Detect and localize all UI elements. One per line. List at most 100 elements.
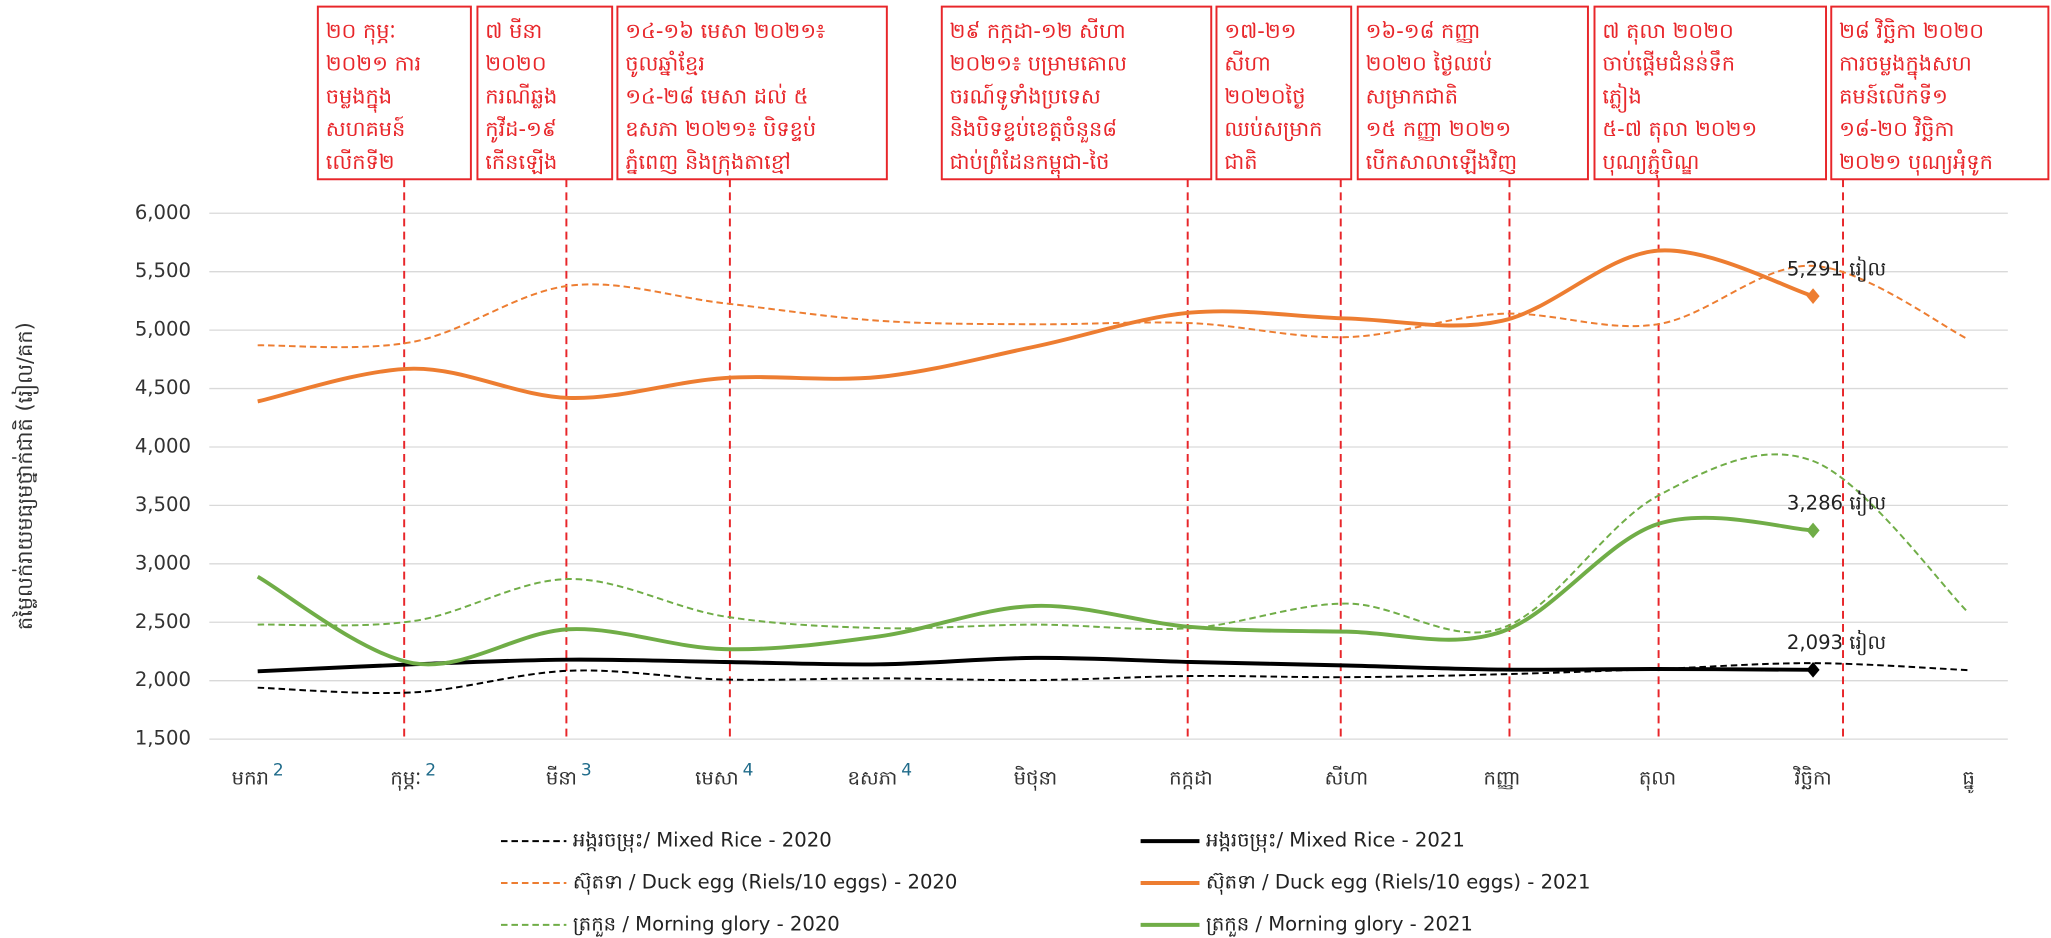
- series-line: [257, 655, 1814, 674]
- annotation-text: ភ្លៀង: [1602, 82, 1641, 113]
- x-tick-label: កុម្ភៈ 2: [390, 761, 436, 791]
- annotation-text: សហគមន៍: [326, 116, 406, 141]
- legend-label: ត្រកួន / Morning glory - 2020: [573, 912, 840, 937]
- y-tick-label: 3,000: [135, 551, 191, 574]
- annotation-text: ១៤-២៨ មេសា ដល់ ៥: [625, 83, 808, 108]
- category-note: 2: [425, 761, 436, 781]
- y-axis-label: តម្លៃលក់រាយមធ្យមថ្នាក់ជាតិ (រៀល/គក): [11, 322, 39, 630]
- annotation-text: និងបិទខ្ទប់ខេត្តចំនួន៨: [950, 116, 1117, 143]
- annotation-box: [1215, 5, 1353, 181]
- annotation-text: ភ្នំពេញ និងក្រុងតាខ្មៅ: [625, 149, 790, 176]
- annotation-box: [1830, 5, 2050, 181]
- category: មករា: [232, 766, 269, 789]
- annotation-text: ២៨ វិច្ឆិកា ២០២០: [1839, 18, 1984, 44]
- annotation-text: ៧ តុលា ២០២០: [1602, 19, 1734, 45]
- series-line: [257, 264, 1970, 349]
- category: មិថុនា: [1014, 765, 1058, 791]
- y-tick-label: 6,000: [135, 201, 191, 224]
- annotation-text: ចរណ៍ទូទាំងប្រទេស: [950, 83, 1101, 110]
- annotation-box: [616, 5, 888, 181]
- annotation-text: ២០២០: [485, 52, 546, 76]
- y-tick-label: 2,000: [135, 668, 191, 691]
- annotation-text: លើកទី២: [326, 149, 395, 174]
- annotation-text: ករណីឆ្លង: [485, 83, 557, 108]
- series-line: [257, 248, 1814, 404]
- x-tick-label: វិច្ឆិកា: [1793, 765, 1832, 789]
- data-label: 3,286 រៀល: [1787, 490, 1886, 517]
- category-note: 2: [273, 761, 284, 781]
- category: មេសា: [695, 766, 739, 789]
- annotation-text: ១៦-១៨ កញ្ញា: [1366, 19, 1481, 44]
- annotation-text: ឧសភា ២០២១៖ បិទខ្ទប់: [625, 116, 816, 142]
- x-tick-label: ធ្នូ: [1962, 766, 1974, 793]
- annotation-box: [476, 5, 614, 181]
- annotation-text: ២០២១ បុណ្យអុំទូក: [1839, 149, 1993, 176]
- category: កញ្ញា: [1483, 766, 1520, 789]
- annotation-text: ២០២០ ថ្ងៃឈប់: [1366, 51, 1493, 77]
- category-note: 4: [901, 761, 912, 781]
- annotation-text: ១៧-២១: [1224, 19, 1296, 43]
- annotation-text: ចូលឆ្នាំខ្មែរ: [625, 51, 705, 78]
- annotation-text: ជាតិ: [1224, 149, 1257, 174]
- legend-label: អង្ករចម្រុះ/ Mixed Rice - 2020: [573, 829, 832, 854]
- y-tick-label: 3,500: [135, 493, 191, 516]
- annotation-text: ១៤-១៦ មេសា ២០២១៖: [625, 19, 825, 43]
- y-tick-label: 2,500: [135, 610, 191, 633]
- category: កុម្ភៈ: [390, 766, 421, 791]
- annotation-text: សីហា: [1224, 51, 1270, 76]
- annotation-text: សម្រាកជាតិ: [1366, 83, 1459, 109]
- annotation-text: ២០ កុម្ភៈ: [326, 19, 396, 45]
- annotation-text: ២៩ កក្កដា-១២ សីហា: [950, 18, 1126, 44]
- x-tick-label: ឧសភា 4: [848, 761, 913, 789]
- annotation-text: បុណ្យភ្ជុំបិណ្ឌ: [1602, 149, 1699, 179]
- annotation-text: ២០២១៖ បម្រាមគោល: [950, 52, 1127, 77]
- series-line: [256, 515, 1814, 667]
- x-tick-label: សីហា: [1325, 765, 1369, 789]
- annotation-box: [316, 5, 472, 181]
- end-marker: [1806, 661, 1820, 678]
- annotation-text: ៥-៧ តុលា ២០២១: [1602, 117, 1757, 143]
- y-tick-label: 5,500: [135, 259, 191, 282]
- annotation-box: [1593, 5, 1827, 181]
- annotation-text: ជាប់ព្រំដែនកម្ពុជា-ថៃ: [950, 149, 1110, 179]
- category-note: 3: [581, 761, 592, 781]
- end-marker: [1806, 288, 1820, 304]
- category: តុលា: [1639, 766, 1676, 791]
- legend-label: ត្រកួន / Morning glory - 2021: [1206, 912, 1473, 937]
- end-marker: [1806, 522, 1820, 539]
- y-tick-label: 5,000: [135, 318, 191, 341]
- annotation-text: បើកសាលាឡើងវិញ: [1366, 149, 1518, 175]
- category: សីហា: [1325, 765, 1369, 789]
- x-tick-label: តុលា: [1639, 766, 1676, 791]
- x-tick-label: កញ្ញា: [1483, 766, 1520, 789]
- category: មីនា: [546, 765, 577, 789]
- annotation-text: កូវីដ-១៩: [485, 116, 556, 143]
- series-line: [257, 662, 1969, 695]
- annotation-text: ឈប់សម្រាក: [1224, 116, 1322, 142]
- x-tick-label: មិថុនា: [1014, 765, 1058, 791]
- category: ធ្នូ: [1962, 766, 1974, 793]
- y-tick-label: 1,500: [135, 727, 191, 750]
- annotation-box: [1356, 5, 1589, 181]
- legend-label: អង្ករចម្រុះ/ Mixed Rice - 2021: [1206, 829, 1465, 854]
- category: កក្កដា: [1169, 766, 1213, 789]
- y-tick-label: 4,000: [135, 434, 191, 457]
- category: ឧសភា: [848, 766, 898, 789]
- annotation-text: ចាប់ផ្តើមជំនន់ទឹក: [1602, 50, 1735, 77]
- annotation-text: ១៨-២០ វិច្ឆិកា: [1839, 116, 1954, 142]
- annotation-text: ២០២១ ការ: [326, 52, 421, 76]
- data-label: 2,093 រៀល: [1787, 629, 1886, 656]
- annotation-text: ៧ មីនា: [485, 18, 542, 43]
- annotation-text: ២០២០ថ្ងៃ: [1224, 83, 1305, 109]
- annotation-text: ១៥ កញ្ញា ២០២១: [1366, 117, 1512, 142]
- x-tick-label: មីនា 3: [546, 761, 592, 789]
- category-note: 4: [743, 761, 754, 781]
- annotation-text: គមន៍លើកទី១: [1839, 83, 1948, 108]
- data-label: 5,291 រៀល: [1787, 255, 1886, 282]
- series-line: [257, 453, 1970, 634]
- annotation-text: កើនឡើង: [485, 149, 557, 175]
- x-tick-label: មេសា 4: [695, 761, 753, 789]
- y-tick-label: 4,500: [135, 376, 191, 399]
- legend-label: ស៊ុតទា / Duck egg (Riels/10 eggs) - 2020: [573, 870, 957, 895]
